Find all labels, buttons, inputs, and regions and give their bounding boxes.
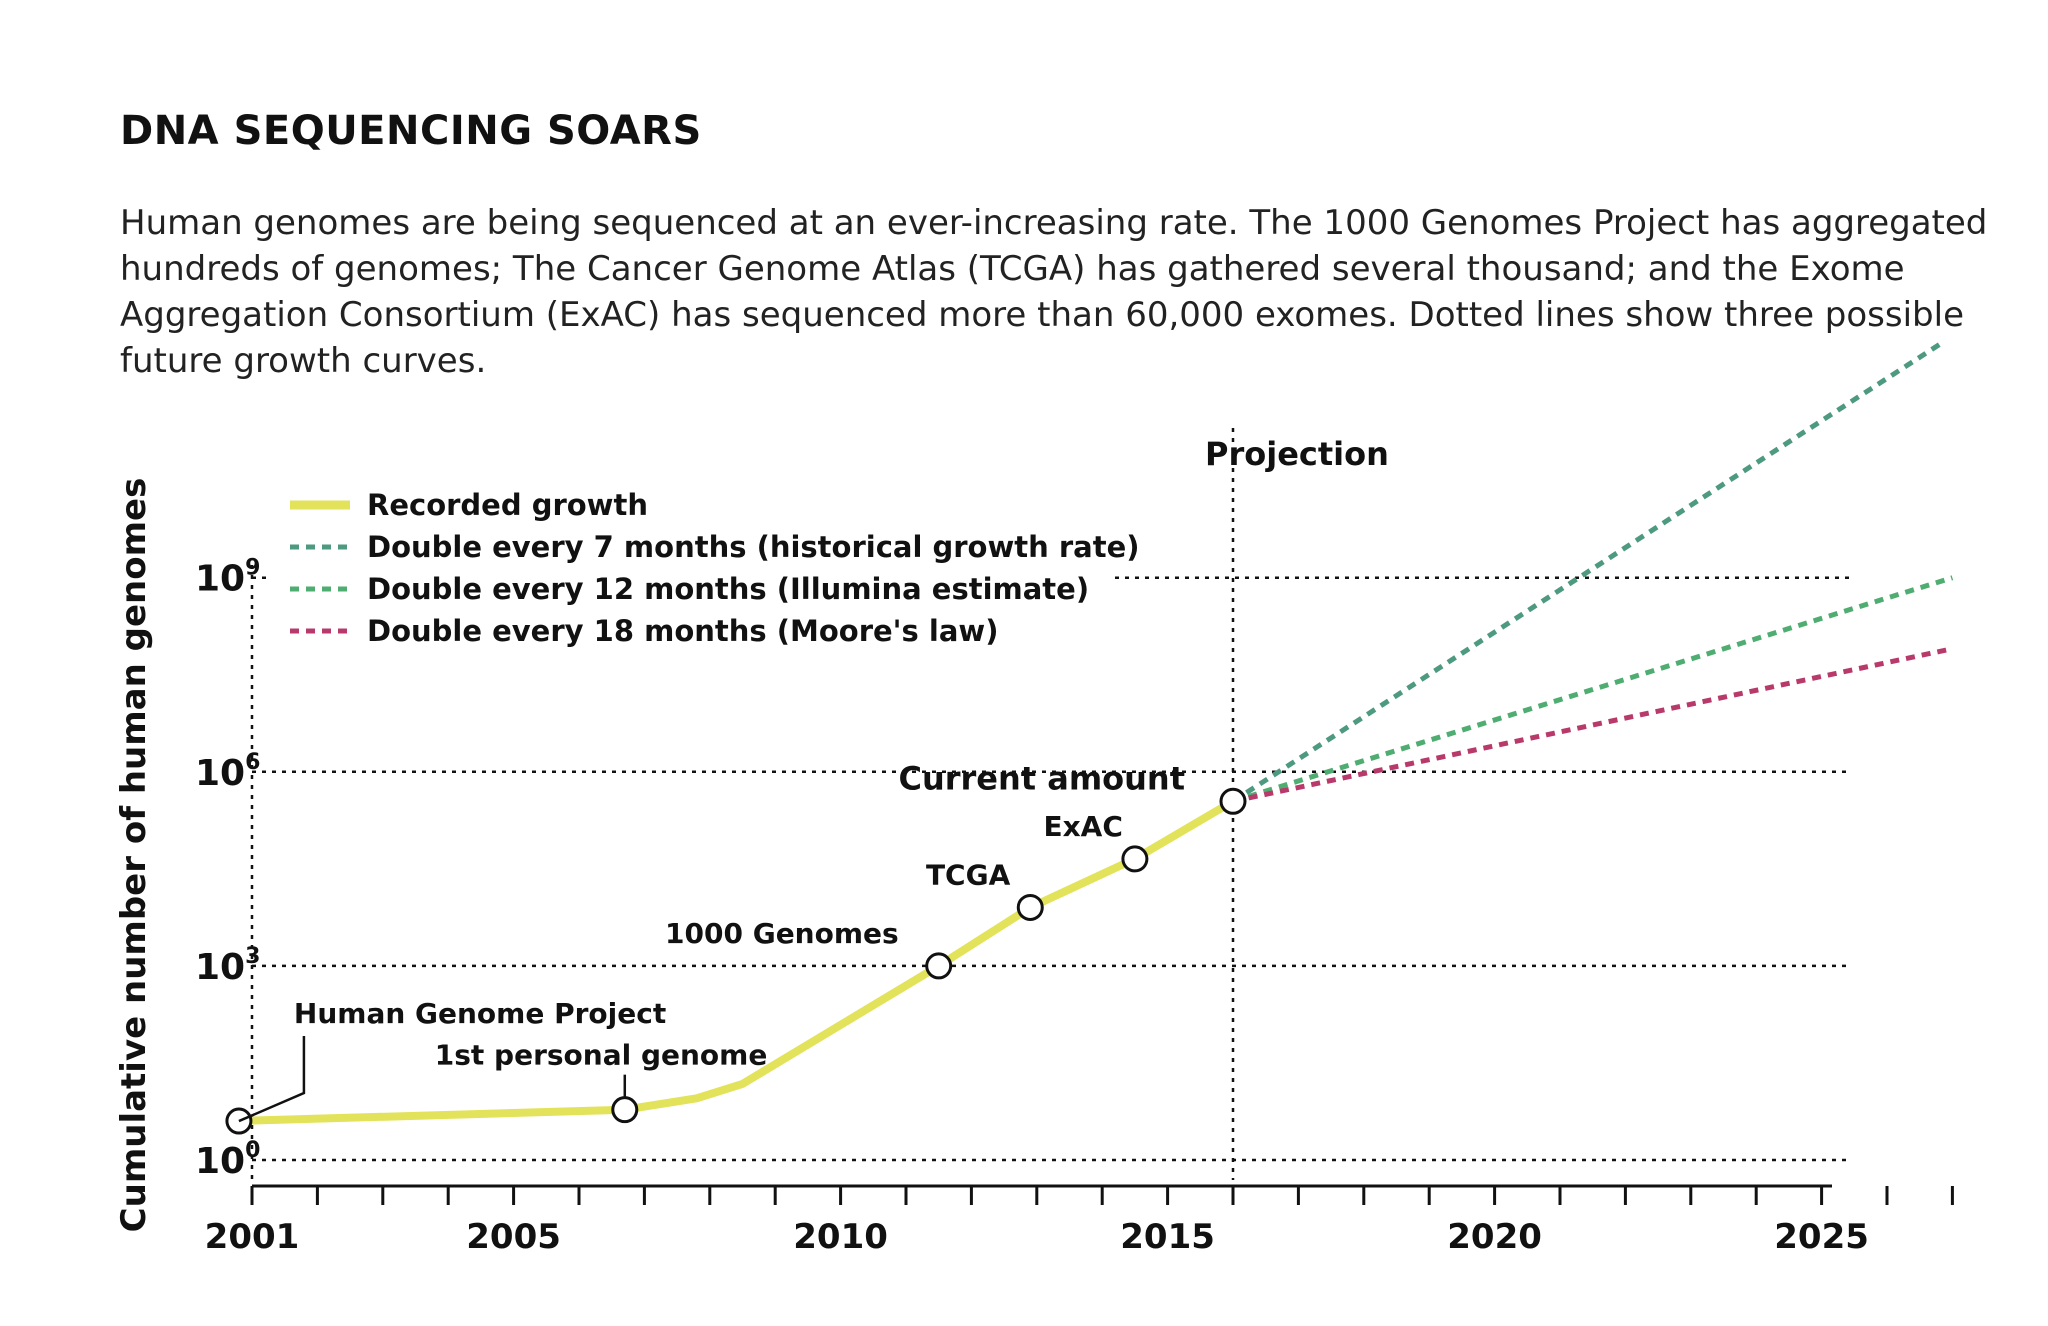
- hgp-leader-line: [238, 1036, 306, 1123]
- annotation-label-5: Current amount: [898, 759, 1185, 797]
- marker-2: [925, 952, 953, 980]
- y-tick-exponent: 9: [245, 556, 260, 581]
- y-tick-exponent: 3: [245, 944, 260, 969]
- y-tick-exponent: 0: [245, 1138, 260, 1163]
- legend-label-1: Double every 7 months (historical growth…: [367, 530, 1140, 564]
- y-tick-label-3: 109: [195, 556, 260, 600]
- marker-5: [1219, 787, 1247, 815]
- legend-label-0: Recorded growth: [367, 488, 648, 522]
- y-tick-base: 10: [195, 1141, 245, 1182]
- x-tick-label-2020: 2020: [1447, 1217, 1542, 1257]
- y-tick-base: 10: [195, 947, 245, 988]
- x-tick-label-2010: 2010: [793, 1217, 888, 1257]
- projection-label: Projection: [1205, 435, 1389, 473]
- x-tick-label-2005: 2005: [466, 1217, 561, 1257]
- marker-1: [611, 1096, 639, 1124]
- x-tick-label-2015: 2015: [1120, 1217, 1215, 1257]
- y-tick-base: 10: [195, 753, 245, 794]
- series-line-1: [1231, 342, 1941, 804]
- chart-subtitle: Human genomes are being sequenced at an …: [120, 203, 1988, 381]
- y-tick-label-1: 103: [195, 944, 260, 988]
- legend-label-2: Double every 12 months (Illumina estimat…: [367, 572, 1089, 606]
- series-line-2: [1232, 575, 1954, 804]
- labels-layer: Projection Human Genome Project 1st person…: [238, 435, 1389, 1123]
- data-points: [225, 787, 1247, 1135]
- x-tick-label-2025: 2025: [1774, 1217, 1869, 1257]
- series-line-3: [1232, 646, 1953, 804]
- series-line-0: [234, 797, 1237, 1125]
- annotation-label-3: TCGA: [926, 858, 1011, 891]
- y-tick-exponent: 6: [245, 750, 260, 775]
- y-axis-title: Cumulative number of human genomes: [114, 478, 154, 1233]
- legend-label-3: Double every 18 months (Moore's law): [367, 614, 998, 648]
- x-tick-label-2001: 2001: [205, 1217, 300, 1257]
- annotation-label-1: 1st personal genome: [435, 1039, 768, 1072]
- grid-lines: [250, 428, 1852, 1180]
- y-tick-label-2: 106: [195, 750, 260, 794]
- chart-title: DNA SEQUENCING SOARS: [120, 108, 702, 154]
- annotation-label-4: ExAC: [1043, 810, 1122, 843]
- legend: Recorded growth Double every 7 months (hi…: [290, 488, 1140, 648]
- marker-3: [1016, 893, 1044, 921]
- annotation-label-2: 1000 Genomes: [665, 917, 899, 950]
- marker-4: [1121, 845, 1149, 873]
- annotation-label-0: Human Genome Project: [294, 997, 666, 1030]
- y-tick-base: 10: [195, 559, 245, 600]
- y-tick-label-0: 100: [195, 1138, 260, 1182]
